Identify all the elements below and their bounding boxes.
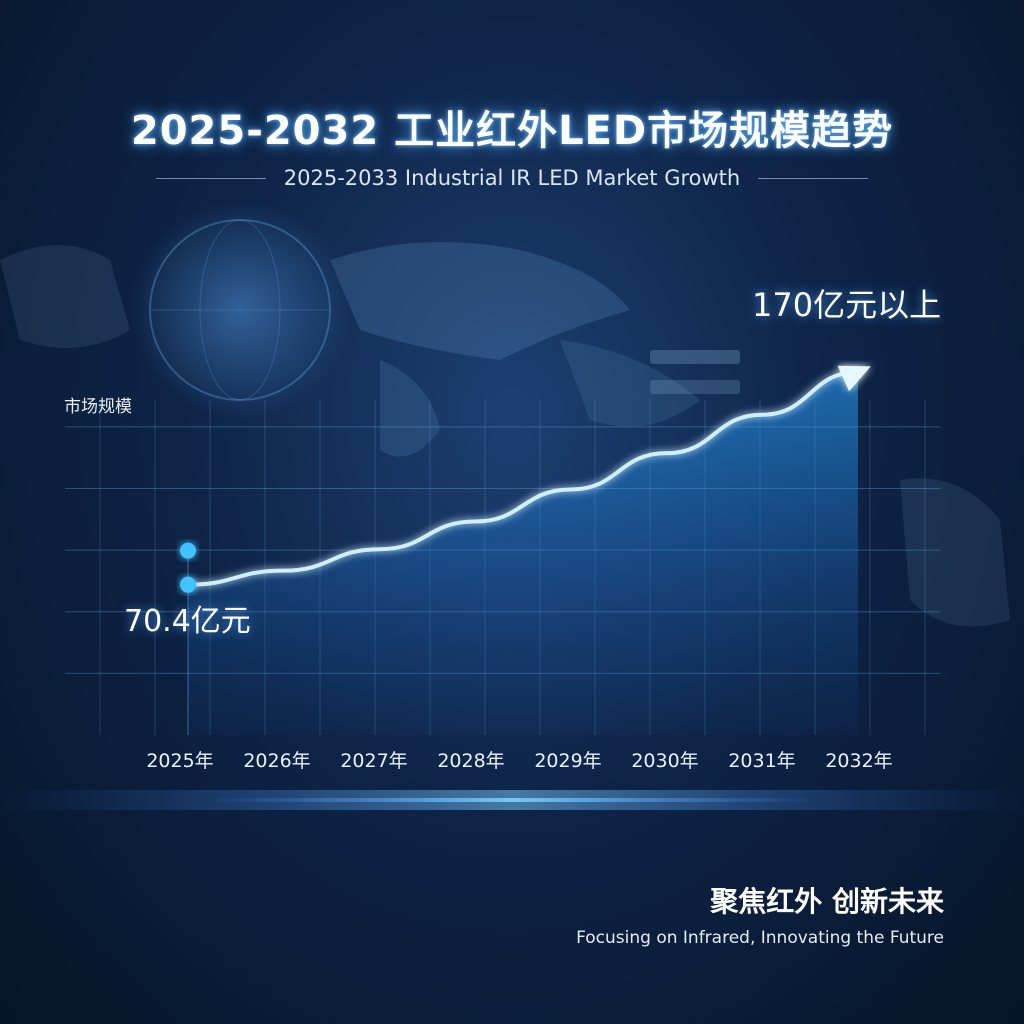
subtitle-divider-left <box>155 177 266 179</box>
y-axis-label: 市场规模 <box>64 397 132 417</box>
slogan-english: Focusing on Infrared, Innovating the Fut… <box>576 928 944 948</box>
arrow-head <box>837 365 871 392</box>
x-tick-label: 2027年 <box>340 750 407 772</box>
slogan-chinese: 聚焦红外 创新未来 <box>710 885 944 918</box>
series-area <box>188 372 858 735</box>
x-tick-label: 2031年 <box>728 750 795 772</box>
x-tick-labels: 2025年 2026年 2027年 2028年 2029年 2030年 2031年 2032年 <box>146 750 892 772</box>
page-title: 2025-2032 工业红外LED市场规模趋势 <box>130 108 894 154</box>
end-value-label: 170亿元以上 <box>752 286 942 324</box>
subtitle-row: 2025-2033 Industrial IR LED Market Growt… <box>0 166 1024 190</box>
series-line <box>187 370 859 587</box>
page-subtitle: 2025-2033 Industrial IR LED Market Growt… <box>283 166 741 190</box>
subtitle-divider-right <box>758 177 869 179</box>
x-tick-label: 2029年 <box>534 750 601 772</box>
x-tick-label: 2028年 <box>437 750 504 772</box>
start-value-label: 70.4亿元 <box>124 604 251 639</box>
data-points <box>180 542 196 735</box>
x-tick-label: 2032年 <box>825 750 892 772</box>
x-tick-label: 2030年 <box>631 750 698 772</box>
x-tick-label: 2026年 <box>243 750 310 772</box>
x-tick-label: 2025年 <box>146 750 213 772</box>
